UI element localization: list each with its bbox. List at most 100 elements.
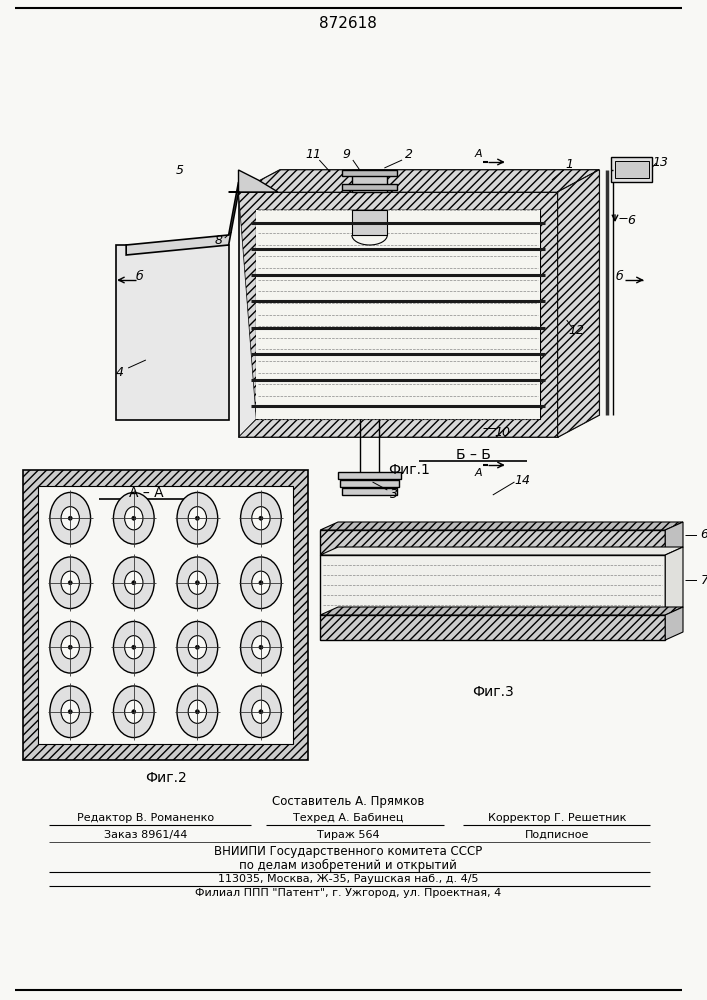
Text: 13: 13 [653,155,668,168]
Ellipse shape [50,686,90,738]
Text: 14: 14 [515,474,530,487]
Ellipse shape [240,557,281,609]
Ellipse shape [252,507,270,530]
Ellipse shape [124,507,143,530]
Circle shape [132,710,136,714]
Circle shape [259,710,263,714]
Text: А: А [474,468,481,478]
Text: 3: 3 [390,488,398,500]
Polygon shape [342,184,397,190]
Circle shape [259,645,263,649]
Ellipse shape [240,686,281,738]
Text: Фиг.2: Фиг.2 [145,771,187,785]
Text: Заказ 8961/44: Заказ 8961/44 [104,830,187,840]
Ellipse shape [113,621,154,673]
Ellipse shape [61,636,79,659]
Text: Корректор Г. Решетник: Корректор Г. Решетник [488,813,626,823]
Polygon shape [558,170,600,437]
Ellipse shape [61,571,79,594]
Ellipse shape [124,700,143,723]
Ellipse shape [252,571,270,594]
Ellipse shape [124,636,143,659]
Ellipse shape [113,492,154,544]
Polygon shape [665,522,683,555]
Ellipse shape [188,571,206,594]
Circle shape [132,645,136,649]
Polygon shape [238,192,558,437]
Text: 6: 6 [701,528,707,542]
Text: 7: 7 [701,574,707,586]
Text: Фиг.3: Фиг.3 [472,685,514,699]
Polygon shape [238,170,600,192]
Text: А – А: А – А [129,486,163,500]
Bar [611,157,653,182]
Text: Филиал ППП "Патент", г. Ужгород, ул. Проектная, 4: Филиал ППП "Патент", г. Ужгород, ул. Про… [195,888,501,898]
Polygon shape [558,170,600,437]
Ellipse shape [61,507,79,530]
Text: 4: 4 [116,365,124,378]
Polygon shape [665,607,683,640]
Ellipse shape [124,571,143,594]
Text: 2: 2 [405,148,413,161]
Text: 5: 5 [175,163,183,176]
Text: А: А [474,149,481,159]
Text: Фиг.1: Фиг.1 [388,463,430,477]
Circle shape [259,581,263,585]
Polygon shape [238,192,558,437]
Text: б: б [136,269,144,282]
Ellipse shape [113,686,154,738]
Ellipse shape [188,636,206,659]
Circle shape [132,516,136,520]
Circle shape [69,645,72,649]
Text: Б – Б: Б – Б [455,448,491,462]
Ellipse shape [188,700,206,723]
Bar [23,470,308,760]
Text: 12: 12 [568,324,585,336]
Polygon shape [320,615,665,640]
Text: ВНИИПИ Государственного комитета СССР: ВНИИПИ Государственного комитета СССР [214,844,482,857]
Text: 6: 6 [627,214,635,227]
Polygon shape [665,547,683,615]
Text: Составитель А. Прямков: Составитель А. Прямков [271,796,424,808]
Text: по делам изобретений и открытий: по делам изобретений и открытий [239,858,457,872]
Circle shape [195,645,199,649]
Text: б: б [616,269,624,282]
Ellipse shape [177,621,218,673]
Ellipse shape [61,700,79,723]
Bar [615,161,648,178]
Text: 10: 10 [495,426,510,438]
Text: 8: 8 [215,233,223,246]
Ellipse shape [240,621,281,673]
Ellipse shape [252,636,270,659]
Polygon shape [116,245,228,420]
Circle shape [259,516,263,520]
Polygon shape [256,210,540,419]
Text: 113035, Москва, Ж-35, Раушская наб., д. 4/5: 113035, Москва, Ж-35, Раушская наб., д. … [218,874,478,884]
Polygon shape [320,607,683,615]
Polygon shape [320,555,665,615]
Ellipse shape [50,492,90,544]
Text: 11: 11 [305,148,322,161]
Text: Техред А. Бабинец: Техред А. Бабинец [293,813,403,823]
Circle shape [69,710,72,714]
Ellipse shape [252,700,270,723]
Polygon shape [342,488,397,495]
Circle shape [195,581,199,585]
Polygon shape [320,522,683,530]
Polygon shape [320,530,665,555]
Polygon shape [352,210,387,235]
Circle shape [69,581,72,585]
Bar [38,486,293,744]
Circle shape [195,516,199,520]
Ellipse shape [188,507,206,530]
Polygon shape [338,472,401,479]
Polygon shape [256,210,540,419]
Ellipse shape [240,492,281,544]
Text: 872618: 872618 [319,15,377,30]
Ellipse shape [177,686,218,738]
Ellipse shape [177,557,218,609]
Polygon shape [228,170,278,192]
Text: 9: 9 [343,148,351,161]
Polygon shape [352,170,387,192]
Ellipse shape [50,621,90,673]
